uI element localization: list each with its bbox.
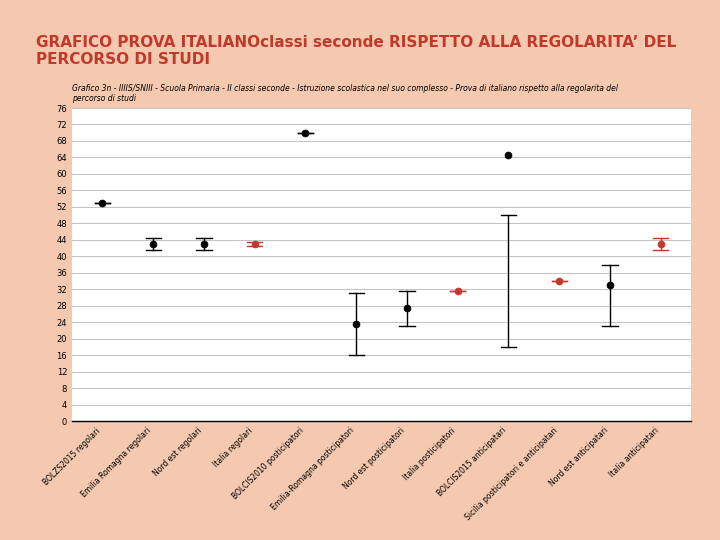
Text: Grafico 3n - IIIIS/SNIII - Scuola Primaria - II classi seconde - Istruzione scol: Grafico 3n - IIIIS/SNIII - Scuola Primar… <box>72 84 618 103</box>
Text: GRAFICO PROVA ITALIANOclassi seconde RISPETTO ALLA REGOLARITA’ DEL
PERCORSO DI S: GRAFICO PROVA ITALIANOclassi seconde RIS… <box>36 35 676 68</box>
